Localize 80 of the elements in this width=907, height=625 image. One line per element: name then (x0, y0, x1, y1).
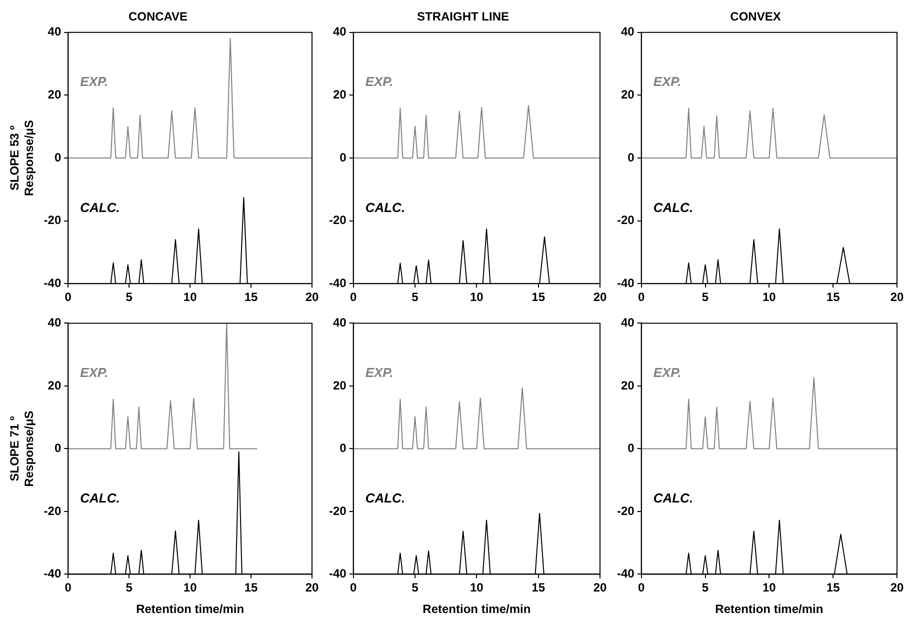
x-tick-label: 15 (244, 580, 258, 595)
y-tick-label: 0 (340, 150, 347, 164)
y-tick-label: 40 (620, 24, 635, 39)
x-tick-label: 5 (412, 290, 419, 304)
y-tick-label: 40 (48, 24, 62, 39)
y-tick-label: 20 (620, 378, 635, 392)
y-tick-label: 20 (48, 378, 62, 392)
x-tick-label: 10 (183, 580, 198, 595)
series-label: EXP. (80, 364, 108, 380)
x-tick-label: 20 (305, 290, 319, 304)
y-tick-label: -20 (617, 213, 635, 228)
y-tick-label: 40 (620, 316, 635, 330)
series-label: EXP. (365, 74, 394, 90)
series-label: EXP. (653, 74, 682, 90)
x-tick-label: 10 (762, 580, 776, 595)
y-tick-label: -20 (44, 213, 62, 228)
x-axis-title: Retention time/min (136, 602, 244, 616)
text: CALC. (653, 200, 694, 215)
series-label: EXP. (80, 74, 108, 90)
y-tick-label: 40 (332, 24, 347, 39)
x-axis-title: Retention time/min (715, 602, 824, 616)
x-tick-label: 15 (532, 580, 546, 595)
x-tick-label: 15 (826, 580, 840, 595)
x-tick-label: 0 (350, 580, 357, 595)
x-tick-label: 0 (350, 290, 357, 304)
y-tick-label: 0 (54, 150, 62, 164)
x-tick-label: 20 (305, 580, 319, 595)
x-tick-label: 20 (593, 290, 607, 304)
x-tick-label: 20 (593, 580, 607, 595)
y-tick-label: -20 (329, 213, 347, 228)
y-axis-title: SLOPE 71 º Response/μS (8, 410, 36, 487)
x-tick-label: 15 (244, 290, 258, 304)
x-tick-label: 15 (532, 290, 546, 304)
y-tick-label: -40 (44, 276, 62, 290)
series-label: EXP. (365, 364, 394, 380)
x-tick-label: 5 (126, 580, 133, 595)
x-tick-label: 5 (412, 580, 419, 595)
x-axis-title: Retention time/min (422, 602, 531, 616)
text: CALC. (653, 490, 694, 506)
y-tick-label: -20 (329, 504, 347, 518)
y-tick-label: -40 (44, 566, 62, 581)
text: CALC. (80, 490, 120, 506)
x-tick-label: 10 (762, 290, 776, 304)
y-tick-label: 20 (332, 88, 347, 102)
x-tick-label: 5 (702, 290, 709, 304)
x-tick-label: 20 (890, 580, 904, 595)
y-tick-label: 20 (620, 88, 635, 102)
y-tick-label: 0 (54, 441, 62, 456)
y-tick-label: 40 (332, 316, 347, 330)
chart-title: STRAIGHT LINE (417, 10, 509, 24)
x-tick-label: 5 (126, 290, 133, 304)
x-tick-label: 10 (183, 290, 198, 304)
x-tick-label: 5 (702, 580, 709, 595)
x-tick-label: 10 (470, 580, 484, 595)
x-tick-label: 15 (826, 290, 840, 304)
x-tick-label: 0 (638, 580, 645, 595)
series-label: EXP. (653, 364, 682, 380)
y-tick-label: -40 (329, 566, 347, 581)
x-tick-label: 0 (64, 290, 72, 304)
y-tick-label: 0 (628, 441, 635, 456)
y-tick-label: 0 (628, 150, 635, 164)
y-tick-label: 40 (48, 316, 62, 330)
text: CALC. (80, 200, 120, 215)
y-tick-label: -20 (44, 504, 62, 518)
y-tick-label: -40 (617, 566, 635, 581)
y-tick-label: -40 (617, 276, 635, 290)
x-tick-label: 0 (638, 290, 645, 304)
y-tick-label: 0 (340, 441, 347, 456)
chart-title: CONVEX (730, 10, 781, 24)
text: CALC. (365, 200, 406, 215)
x-tick-label: 20 (890, 290, 904, 304)
text: CALC. (365, 490, 406, 506)
y-tick-label: 20 (48, 88, 62, 102)
x-tick-label: 0 (64, 580, 72, 595)
y-tick-label: -40 (329, 276, 347, 290)
chart-title: CONCAVE (128, 10, 188, 24)
y-axis-title: SLOPE 53 º Response/μS (8, 120, 36, 196)
x-tick-label: 10 (470, 290, 484, 304)
y-tick-label: -20 (617, 504, 635, 518)
y-tick-label: 20 (332, 378, 347, 392)
